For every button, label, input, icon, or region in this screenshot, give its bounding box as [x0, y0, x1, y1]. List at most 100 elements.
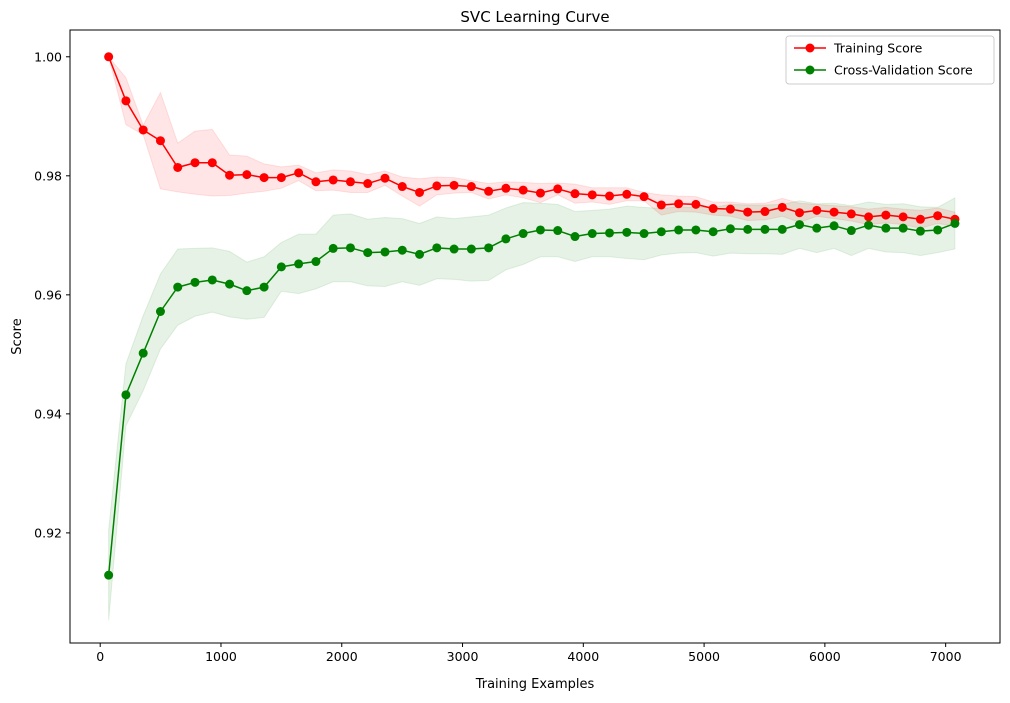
training-score-point [881, 210, 891, 220]
legend-box [785, 35, 995, 85]
training-score-point [518, 185, 528, 195]
training-score-point [345, 177, 355, 187]
cross-validation-score-point [725, 224, 735, 234]
cross-validation-score-point [449, 244, 459, 254]
training-score-point [725, 204, 735, 214]
cross-validation-score-point [674, 225, 684, 235]
training-score-point [535, 188, 545, 198]
cross-validation-score-point [795, 220, 805, 230]
training-score-point [155, 136, 165, 146]
y-tick-label: 0.98 [34, 168, 62, 183]
y-axis-label: Score [10, 318, 25, 354]
cross-validation-score-point [380, 247, 390, 257]
training-score-point [743, 207, 753, 217]
y-tick-label: 1.00 [34, 49, 62, 64]
legend-marker-cross-validation [805, 65, 815, 75]
training-score-point [484, 186, 494, 196]
training-score-point [760, 207, 770, 217]
cross-validation-score-point [225, 279, 235, 289]
cross-validation-score-point [138, 348, 148, 358]
cross-validation-score-point [829, 221, 839, 231]
x-tick-label: 4000 [567, 649, 599, 664]
legend-label-cross-validation: Cross-Validation Score [834, 63, 973, 78]
training-score-point [605, 191, 615, 201]
training-score-point [553, 184, 563, 194]
cross-validation-score-point [466, 244, 476, 254]
training-score-point [708, 204, 718, 214]
cross-validation-score-point [915, 226, 925, 236]
cross-validation-score-point [242, 286, 252, 296]
training-score-point [898, 212, 908, 222]
training-score-point [691, 199, 701, 209]
cross-validation-score-point [415, 249, 425, 259]
training-score-point [415, 187, 425, 197]
cross-validation-score-point [691, 225, 701, 235]
x-tick-label: 5000 [688, 649, 720, 664]
training-score-point [501, 183, 511, 193]
training-score-point [242, 170, 252, 180]
cross-validation-score-point [622, 227, 632, 237]
training-score-point [587, 190, 597, 200]
cross-validation-score-point [518, 229, 528, 239]
cross-validation-score-point [535, 225, 545, 235]
cross-validation-score-point [432, 243, 442, 253]
cross-validation-score-point [605, 228, 615, 238]
cross-validation-score-point [950, 218, 960, 228]
cross-validation-score-point [276, 262, 286, 272]
cross-validation-score-band [108, 196, 956, 621]
cross-validation-score-point [898, 223, 908, 233]
cross-validation-score-point [207, 275, 217, 285]
training-score-point [674, 199, 684, 209]
training-score-point [121, 96, 131, 106]
legend-marker-training [805, 43, 815, 53]
training-score-point [915, 214, 925, 224]
plot-area-frame [69, 29, 1001, 644]
cross-validation-score-point [121, 390, 131, 400]
training-score-point [104, 52, 114, 62]
cross-validation-score-point [812, 223, 822, 233]
training-score-point [777, 202, 787, 212]
training-score-point [846, 209, 856, 219]
cross-validation-score-point [397, 245, 407, 255]
cross-validation-score-point [190, 277, 200, 287]
x-tick-label: 2000 [326, 649, 358, 664]
training-score-point [812, 205, 822, 215]
training-score-point [397, 182, 407, 192]
cross-validation-score-point [708, 227, 718, 237]
legend-label-training: Training Score [833, 41, 923, 56]
training-score-point [276, 173, 286, 183]
cross-validation-score-point [363, 248, 373, 258]
x-tick-label: 1000 [205, 649, 237, 664]
series-markers [104, 52, 960, 580]
training-score-point [639, 192, 649, 202]
training-score-point [363, 179, 373, 189]
y-axis-ticks: 0.92 0.94 0.96 0.98 1.00 [34, 49, 70, 540]
cross-validation-score-point [864, 220, 874, 230]
training-score-point [933, 211, 943, 221]
cross-validation-score-point [311, 257, 321, 267]
legend: Training Score Cross-Validation Score [785, 35, 995, 85]
cross-validation-score-point [173, 282, 183, 292]
training-score-point [311, 177, 321, 187]
cross-validation-score-point [846, 226, 856, 236]
training-score-point [570, 189, 580, 199]
training-score-point [294, 168, 304, 178]
x-tick-label: 3000 [447, 649, 479, 664]
cross-validation-score-point [656, 227, 666, 237]
cross-validation-score-point [743, 224, 753, 234]
cross-validation-score-point [155, 307, 165, 316]
cross-validation-score-point [104, 570, 114, 580]
training-score-point [207, 158, 217, 168]
chart-title: SVC Learning Curve [460, 8, 609, 26]
training-score-point [138, 125, 148, 135]
training-score-point [829, 207, 839, 217]
training-score-point [190, 158, 200, 168]
training-score-point [466, 182, 476, 192]
training-score-point [864, 212, 874, 222]
cross-validation-score-point [587, 229, 597, 239]
cross-validation-score-point [570, 232, 580, 242]
cross-validation-score-point [345, 243, 355, 253]
training-score-point [173, 162, 183, 172]
